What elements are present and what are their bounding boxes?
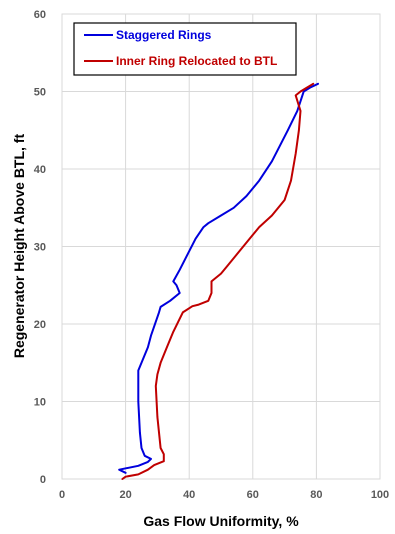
legend-label-inner-ring: Inner Ring Relocated to BTL bbox=[116, 54, 277, 68]
y-tick-label: 50 bbox=[34, 87, 46, 99]
x-tick-label: 0 bbox=[59, 489, 65, 501]
x-tick-label: 20 bbox=[119, 489, 131, 501]
y-tick-label: 0 bbox=[40, 474, 46, 486]
y-tick-label: 60 bbox=[34, 9, 46, 21]
x-axis-title: Gas Flow Uniformity, % bbox=[143, 513, 299, 529]
tick-labels: 0 10 20 30 40 50 60 0 20 40 60 80 100 bbox=[34, 9, 389, 501]
legend-box bbox=[73, 22, 297, 76]
y-tick-label: 30 bbox=[34, 242, 46, 254]
gridlines bbox=[61, 13, 381, 480]
series-line-inner-ring-relocated bbox=[121, 82, 315, 480]
legend-label-staggered-rings: Staggered Rings bbox=[116, 28, 212, 42]
legend: Staggered Rings Inner Ring Relocated to … bbox=[73, 22, 297, 76]
y-tick-label: 10 bbox=[34, 397, 46, 409]
x-tick-label: 100 bbox=[371, 489, 389, 501]
y-tick-label: 40 bbox=[34, 164, 46, 176]
x-tick-label: 80 bbox=[310, 489, 322, 501]
y-axis-title: Regenerator Height Above BTL, ft bbox=[11, 134, 27, 359]
x-tick-label: 40 bbox=[183, 489, 195, 501]
series-lines bbox=[118, 82, 319, 480]
y-tick-label: 20 bbox=[34, 319, 46, 331]
x-tick-label: 60 bbox=[247, 489, 259, 501]
series-line-staggered-rings bbox=[118, 82, 319, 474]
